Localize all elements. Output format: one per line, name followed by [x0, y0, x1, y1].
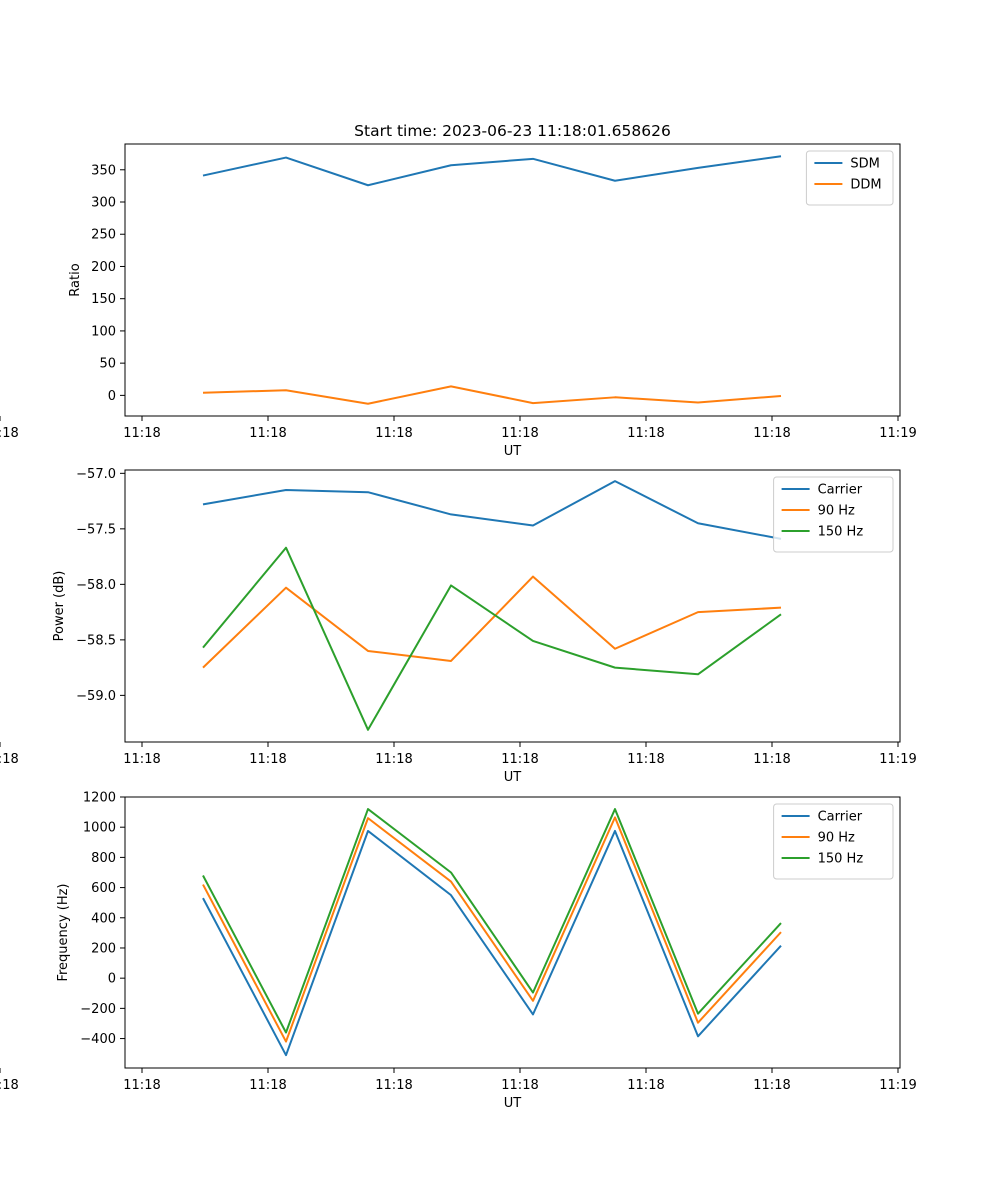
frequency-y-tick-label: 1000	[83, 821, 116, 836]
power-y-tick-label: −59.0	[76, 689, 116, 704]
power-x-tick-label: 11:18	[501, 752, 538, 767]
ratio-axes-frame	[124, 143, 901, 417]
frequency-y-tick-label: 600	[91, 881, 116, 896]
frequency-x-tick-label: 11:18	[627, 1078, 664, 1093]
frequency-x-tick-label: 11:18	[123, 1078, 160, 1093]
power-legend-frame	[773, 476, 894, 553]
ratio-y-tick-label: 0	[108, 389, 116, 404]
ratio-legend-label: SDM	[850, 157, 879, 172]
frequency-y-axis-label: Frequency (Hz)	[56, 883, 71, 981]
power-x-tick-label: 11:18	[0, 752, 19, 767]
ratio-x-tick-label: 11:18	[123, 426, 160, 441]
frequency-legend: Carrier 90 Hz 150 Hz	[773, 803, 894, 880]
power-x-axis-label: UT	[504, 770, 522, 785]
frequency-series-90-hz	[202, 816, 782, 1043]
frequency-x-tick-label: 11:18	[375, 1078, 412, 1093]
ratio-y-axis-label: Ratio	[68, 263, 83, 296]
power-series-90-hz	[202, 575, 782, 669]
frequency-legend-label: 150 Hz	[818, 852, 864, 867]
frequency-y-tick-label: −400	[80, 1032, 116, 1047]
ratio-y-tick-label: 300	[91, 196, 116, 211]
frequency-legend-label: 90 Hz	[818, 831, 855, 846]
ratio-x-tick-label: 11:18	[627, 426, 664, 441]
frequency-x-tick-label: 11:18	[753, 1078, 790, 1093]
frequency-legend-label: Carrier	[818, 810, 863, 825]
power-axes-frame	[124, 469, 901, 743]
ratio-series-sdm	[202, 155, 782, 187]
frequency-plot: 11:18 11:18 11:18 11:18 11:18 11:18 11:18 11:19…	[0, 791, 917, 1111]
power-series-carrier	[202, 480, 782, 540]
frequency-y-tick-label: 0	[108, 972, 116, 987]
frequency-y-tick-label: 200	[91, 941, 116, 956]
ratio-x-tick-label: 11:18	[375, 426, 412, 441]
ratio-y-tick-label: 250	[91, 228, 116, 243]
power-series-150-hz	[202, 546, 782, 731]
power-y-tick-label: −57.0	[76, 467, 116, 482]
ratio-y-tick-label: 50	[99, 357, 116, 372]
power-y-axis-label: Power (dB)	[52, 571, 67, 642]
frequency-axes-frame	[124, 796, 901, 1069]
frequency-y-tick-label: 1200	[83, 791, 116, 806]
power-x-tick-label: 11:18	[627, 752, 664, 767]
power-y-tick-label: −58.0	[76, 578, 116, 593]
power-legend: Carrier 90 Hz 150 Hz	[773, 476, 894, 553]
frequency-y-tick-label: −200	[80, 1002, 116, 1017]
ratio-legend-label: DDM	[850, 178, 881, 193]
frequency-x-axis-label: UT	[504, 1096, 522, 1111]
power-plot: 11:18 11:18 11:18 11:18 11:18 11:18 11:18 11:19…	[0, 467, 917, 785]
ratio-legend-frame	[805, 150, 894, 206]
ratio-y-tick-label: 150	[91, 292, 116, 307]
frequency-y-tick-label: 800	[91, 851, 116, 866]
power-x-tick-label: 11:19	[879, 752, 916, 767]
frequency-x-tick-label: 11:19	[879, 1078, 916, 1093]
frequency-series-carrier	[202, 829, 782, 1057]
power-x-tick-label: 11:18	[375, 752, 412, 767]
ratio-chart-title: Start time: 2023-06-23 11:18:01.658626	[354, 122, 671, 140]
power-legend-label: 90 Hz	[818, 504, 855, 519]
power-y-tick-label: −58.5	[76, 633, 116, 648]
ratio-x-tick-label: 11:18	[249, 426, 286, 441]
frequency-x-tick-label: 11:18	[0, 1078, 19, 1093]
frequency-legend-frame	[773, 803, 894, 880]
ratio-y-tick-label: 200	[91, 260, 116, 275]
ratio-series-ddm	[202, 385, 782, 405]
ratio-x-tick-label: 11:18	[0, 426, 19, 441]
ratio-x-axis-label: UT	[504, 444, 522, 459]
ratio-plot: 11:18 11:18 11:18 11:18 11:18 11:18 11:18 11:19…	[0, 122, 917, 459]
frequency-x-tick-label: 11:18	[501, 1078, 538, 1093]
ratio-x-tick-label: 11:18	[501, 426, 538, 441]
power-legend-label: Carrier	[818, 483, 863, 498]
frequency-y-tick-label: 400	[91, 911, 116, 926]
frequency-series-150-hz	[202, 808, 782, 1034]
power-legend-label: 150 Hz	[818, 525, 864, 540]
ratio-legend: SDM DDM	[805, 150, 894, 206]
ratio-y-tick-label: 100	[91, 324, 116, 339]
ratio-x-tick-label: 11:18	[753, 426, 790, 441]
power-x-tick-label: 11:18	[123, 752, 160, 767]
power-x-tick-label: 11:18	[753, 752, 790, 767]
power-y-tick-label: −57.5	[76, 522, 116, 537]
frequency-x-tick-label: 11:18	[249, 1078, 286, 1093]
ratio-x-tick-label: 11:19	[879, 426, 916, 441]
ratio-y-tick-label: 350	[91, 163, 116, 178]
power-x-tick-label: 11:18	[249, 752, 286, 767]
